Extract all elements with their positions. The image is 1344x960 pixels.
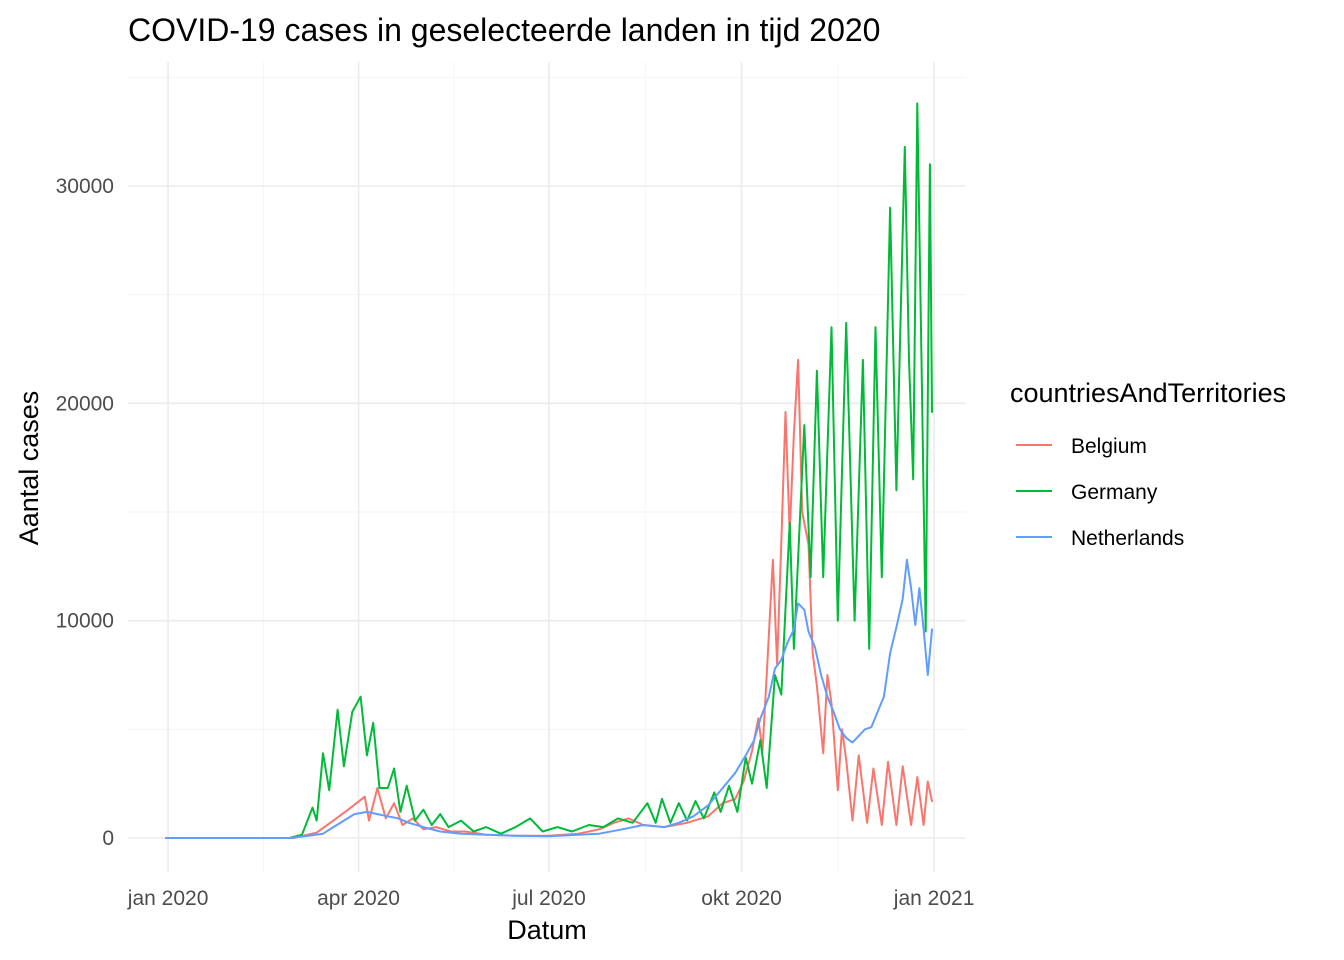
x-axis-title: Datum	[507, 915, 587, 945]
x-tick-label: jan 2021	[893, 887, 975, 910]
axis-ticks: jan 2020 apr 2020 jul 2020 okt 2020 jan 2021…	[56, 175, 975, 910]
legend-title: countriesAndTerritories	[1010, 378, 1286, 408]
x-tick-label: okt 2020	[701, 887, 782, 910]
y-tick-label: 20000	[56, 392, 114, 415]
x-tick-label: apr 2020	[317, 887, 400, 910]
y-tick-label: 0	[102, 827, 114, 850]
x-tick-label: jul 2020	[511, 887, 586, 910]
y-tick-label: 30000	[56, 175, 114, 198]
legend-label-belgium: Belgium	[1071, 435, 1147, 458]
y-axis-title: Aantal cases	[14, 391, 44, 546]
grid-lines	[128, 62, 966, 872]
series-line-germany	[165, 102, 933, 839]
chart-title: COVID-19 cases in geselecteerde landen i…	[128, 12, 880, 48]
series-lines	[165, 102, 933, 839]
legend-label-netherlands: Netherlands	[1071, 527, 1184, 550]
y-tick-label: 10000	[56, 610, 114, 633]
legend-label-germany: Germany	[1071, 481, 1158, 504]
series-line-netherlands	[165, 558, 933, 839]
legend: countriesAndTerritories Belgium Germany Ne…	[1010, 378, 1286, 550]
x-tick-label: jan 2020	[127, 887, 209, 910]
